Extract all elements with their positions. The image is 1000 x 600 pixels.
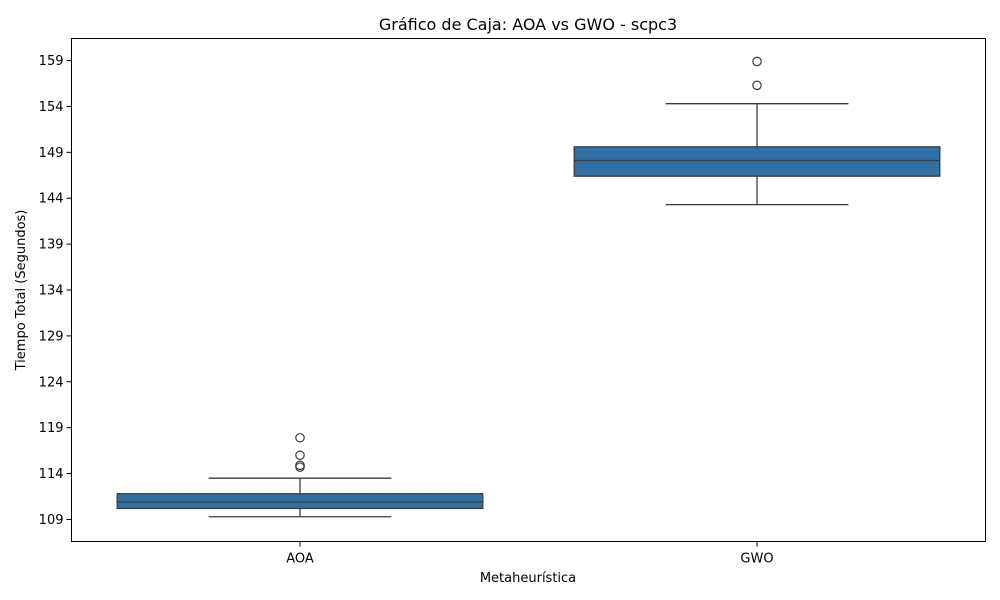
y-tick-label: 144 bbox=[39, 192, 64, 207]
y-tick-label: 129 bbox=[39, 329, 64, 344]
outlier-point-gwo bbox=[752, 80, 762, 91]
y-tick-label: 154 bbox=[39, 100, 64, 115]
y-tick-label: 124 bbox=[39, 375, 64, 390]
y-tick-label: 149 bbox=[39, 146, 64, 161]
outlier-point-aoa bbox=[295, 432, 305, 443]
outlier-point-gwo bbox=[752, 56, 762, 67]
plot-area bbox=[116, 56, 941, 518]
plot-frame bbox=[71, 38, 986, 542]
y-tick-label: 114 bbox=[39, 467, 64, 482]
chart-title: Gráfico de Caja: AOA vs GWO - scpc3 bbox=[379, 15, 677, 34]
y-tick-label: 119 bbox=[39, 421, 64, 436]
box-aoa bbox=[116, 493, 484, 510]
y-tick-label: 134 bbox=[39, 284, 64, 299]
box-gwo bbox=[573, 146, 941, 177]
y-axis-title: Tiempo Total (Segundos) bbox=[14, 210, 29, 372]
y-tick-label: 109 bbox=[39, 513, 64, 528]
x-tick-label: GWO bbox=[740, 552, 773, 567]
x-axis-title: Metaheurística bbox=[480, 571, 576, 586]
y-tick-label: 159 bbox=[39, 54, 64, 69]
outlier-point-aoa bbox=[295, 460, 305, 471]
x-tick-label: AOA bbox=[286, 552, 314, 567]
y-tick-label: 139 bbox=[39, 238, 64, 253]
outlier-point-aoa bbox=[295, 450, 305, 461]
